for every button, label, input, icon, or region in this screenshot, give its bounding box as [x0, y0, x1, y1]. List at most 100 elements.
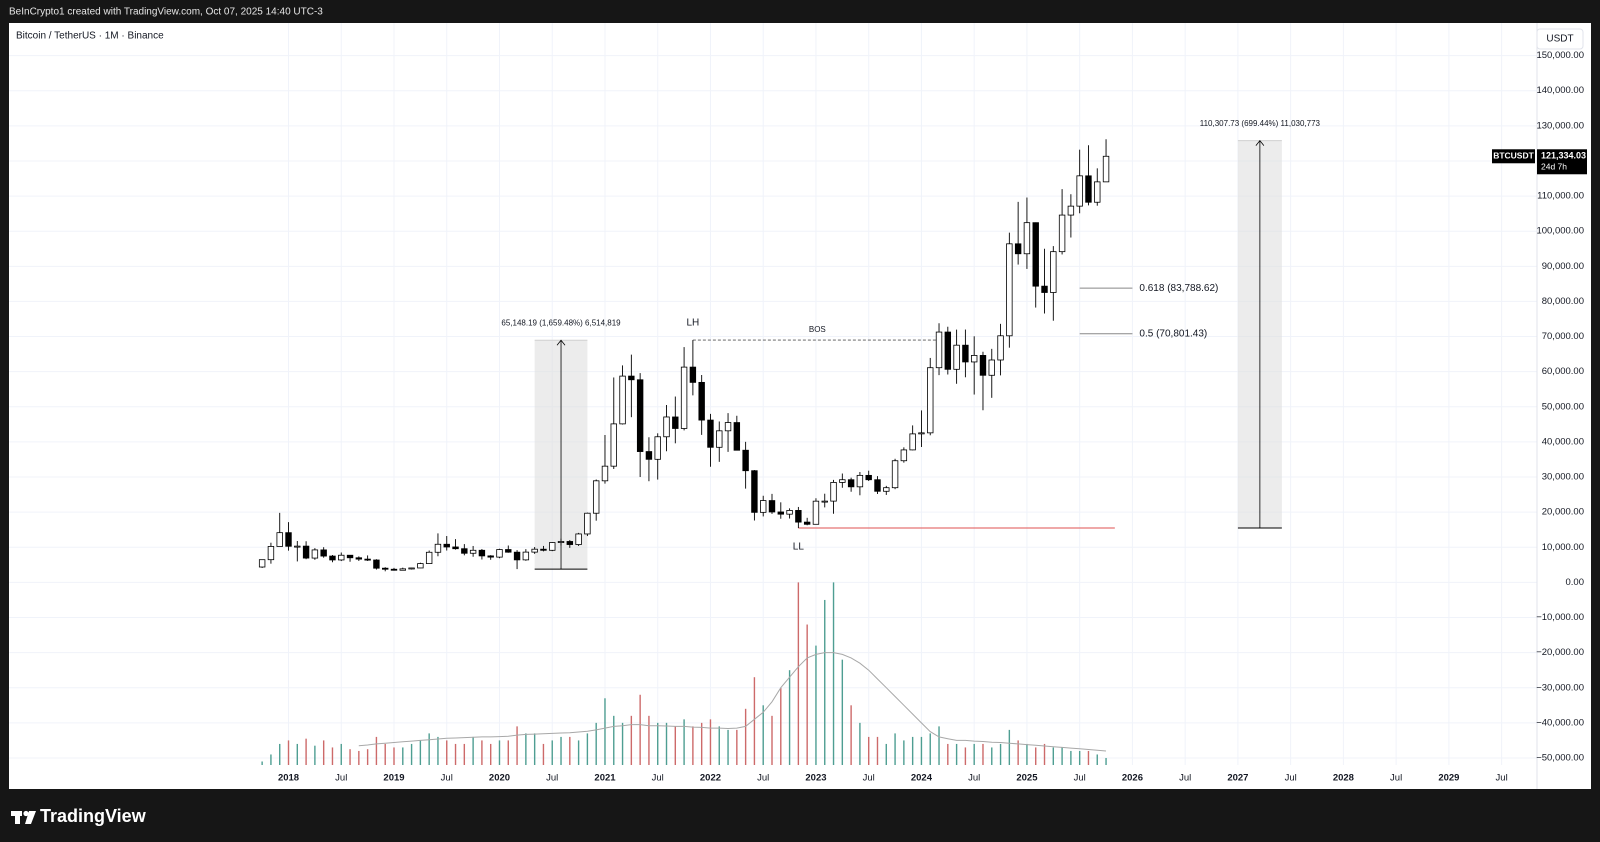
volume-bar [832, 582, 835, 765]
candle-body [751, 470, 758, 513]
candle-body [663, 416, 670, 438]
volume-bar [947, 743, 949, 765]
y-tick-label: 110,000.00 [1537, 191, 1584, 202]
candle-body [707, 419, 714, 448]
y-tick-label: 70,000.00 [1542, 331, 1584, 342]
candle-body [953, 344, 960, 370]
plot [258, 139, 1282, 765]
countdown-label: 24d 7h [1541, 162, 1567, 172]
volume-bar [780, 687, 782, 765]
candle-body [768, 500, 776, 513]
volume-bar [437, 736, 439, 765]
candle-body [918, 432, 925, 435]
volume-bar [955, 743, 958, 765]
volume-bar [463, 743, 466, 765]
volume-bar [903, 740, 905, 765]
candle-body [1006, 243, 1013, 337]
volume-bar [1078, 750, 1081, 765]
currency-label[interactable]: USDT [1546, 34, 1573, 45]
volume-bar [331, 747, 334, 765]
volume-bar [454, 743, 457, 765]
y-tick-label: −30,000.00 [1536, 682, 1584, 693]
y-tick-label: −20,000.00 [1536, 647, 1584, 658]
y-tick-label: 0.00 [1566, 577, 1585, 588]
candle-body [434, 543, 442, 553]
y-tick-label: 140,000.00 [1536, 85, 1584, 96]
volume-bar [991, 747, 993, 765]
volume-bar [296, 743, 299, 765]
x-tick-label: Jul [1390, 773, 1402, 784]
candle-body [1023, 222, 1031, 255]
x-tick-label: 2020 [489, 773, 510, 784]
candle-body [672, 416, 679, 429]
candle-body [680, 366, 688, 429]
candle-body [417, 563, 424, 569]
volume-bar [911, 736, 914, 765]
volume-bar [560, 736, 562, 765]
candle-body [566, 541, 574, 545]
symbol-badge [1492, 149, 1535, 164]
volume-bar [806, 624, 808, 765]
volume-bar [358, 750, 360, 765]
bos-label: BOS [809, 325, 826, 334]
volume-bar [322, 740, 325, 765]
logo-slash [25, 811, 36, 824]
volume-bar [1008, 729, 1011, 765]
candle-body [970, 355, 978, 363]
volume-bar [481, 740, 483, 765]
y-tick-label: 90,000.00 [1542, 261, 1584, 272]
x-tick-label: Jul [968, 773, 980, 784]
candle-body [364, 558, 371, 561]
candle-body [346, 554, 354, 559]
candle-body [540, 548, 547, 551]
candle-body [373, 559, 380, 569]
candle-body [531, 548, 538, 553]
volume-bar [446, 740, 448, 765]
volume-bar [279, 743, 281, 765]
candle-body [1102, 155, 1110, 183]
volume-bar [1096, 754, 1098, 765]
candle-body [821, 500, 828, 503]
candle-body [601, 465, 609, 482]
candle-body [839, 479, 846, 483]
candle-body [522, 551, 530, 561]
volume-bar [674, 726, 677, 765]
candle-body [469, 549, 477, 554]
candle-body [276, 532, 283, 547]
volume-bar [1017, 740, 1019, 765]
volume-bar [349, 749, 351, 765]
candle-body [575, 533, 582, 545]
fib-label: 0.5 (70,801.43) [1139, 328, 1207, 339]
candle-body [812, 500, 820, 525]
currency-button[interactable] [1536, 28, 1584, 50]
volume-bar [507, 740, 509, 765]
candle-body [944, 331, 952, 370]
volume-bar [885, 743, 887, 765]
grid [9, 23, 1537, 765]
y-tick-label: 20,000.00 [1542, 507, 1584, 518]
x-tick-label: 2023 [805, 773, 826, 784]
y-tick-label: 130,000.00 [1536, 120, 1584, 131]
price-label: 121,334.03 [1541, 151, 1586, 161]
volume-bar [340, 743, 342, 765]
volume-bar [586, 733, 589, 765]
x-tick-label: 2025 [1016, 773, 1038, 784]
candle-body [698, 381, 705, 421]
y-tick-label: −10,000.00 [1536, 612, 1584, 623]
candle-body [311, 549, 319, 559]
volume-bar [1052, 747, 1055, 765]
candle-body [557, 541, 565, 543]
candle-body [1085, 175, 1092, 203]
volume-bar [577, 740, 580, 765]
volume-bar [402, 747, 404, 765]
measure-arrowhead [556, 339, 566, 346]
candle-body [716, 430, 723, 448]
y-tick-label: 80,000.00 [1542, 296, 1584, 307]
candle-body [1050, 251, 1057, 293]
volume-bar [287, 740, 290, 765]
candle-body [900, 449, 908, 462]
x-tick-label: Jul [652, 773, 664, 784]
volume-bar [718, 726, 720, 765]
volume-bar [1026, 743, 1028, 765]
y-tick-label: 30,000.00 [1542, 472, 1584, 483]
